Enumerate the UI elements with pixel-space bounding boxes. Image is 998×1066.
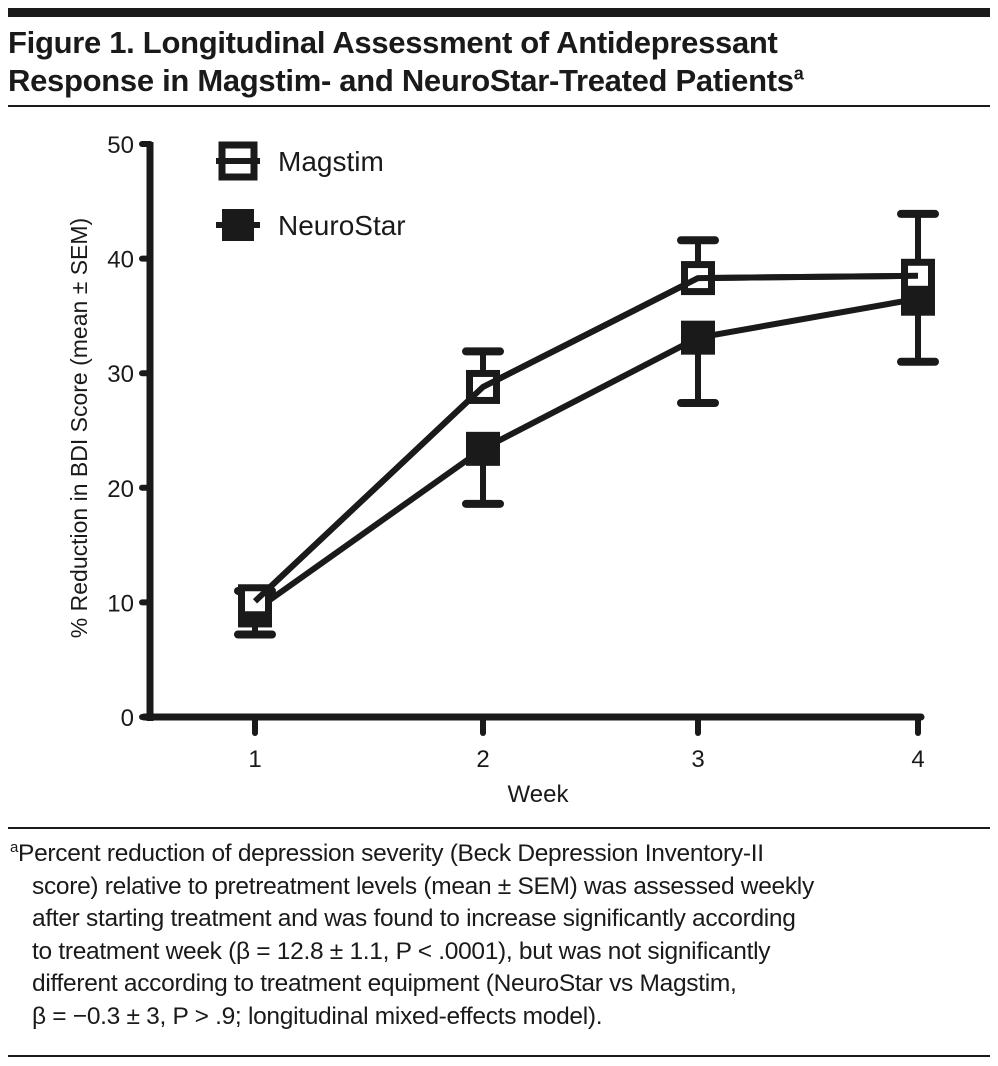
footnote-line: β = −0.3 ± 3, P > .9; longitudinal mixed…: [32, 1002, 603, 1030]
y-tick-label: 20: [107, 476, 134, 503]
error-bars-neurostar: [234, 298, 939, 639]
footnote-rule-top: [8, 827, 990, 829]
top-rule: [8, 8, 990, 17]
footnote-line: after starting treatment and was found t…: [32, 905, 796, 932]
figure-title: Figure 1. Longitudinal Assessment of Ant…: [8, 24, 988, 100]
footnote-line: score) relative to pretreatment levels (…: [32, 872, 814, 900]
x-tick-label: 1: [248, 746, 261, 773]
legend-label: NeuroStar: [278, 210, 406, 241]
y-tick-label: 40: [107, 247, 134, 274]
y-tick-label: 30: [107, 361, 134, 388]
legend-item-magstim: Magstim: [216, 141, 384, 181]
error-bars-magstim: [234, 209, 939, 602]
y-tick-label: 0: [121, 705, 134, 732]
legend-label: Magstim: [278, 146, 384, 177]
title-footnote-marker: a: [793, 63, 804, 84]
footnote-marker: a: [10, 838, 19, 856]
footnote-line: aPercent reduction of depression severit…: [10, 838, 990, 871]
footnote-rule-bottom: [8, 1055, 990, 1057]
series-line-neurostar: [253, 295, 919, 613]
legend-item-neurostar: NeuroStar: [216, 209, 406, 241]
series-layer: [234, 209, 939, 639]
x-tick-label: 3: [691, 746, 704, 773]
x-tick-label: 4: [911, 746, 924, 773]
footnote: aPercent reduction of depression severit…: [10, 838, 990, 1033]
figure-title-line-1: Figure 1. Longitudinal Assessment of Ant…: [8, 25, 778, 60]
figure-title-line-2: Response in Magstim- and NeuroStar-Treat…: [8, 62, 988, 100]
series-line-magstim-overlay: [252, 272, 919, 604]
x-tick-label: 2: [476, 746, 489, 773]
axes: 0 10 20 30 40 50 1 2 3 4: [107, 132, 924, 773]
figure-title-line-2-text: Response in Magstim- and NeuroStar-Treat…: [8, 63, 794, 98]
line-chart: 0 10 20 30 40 50 1 2 3 4 Magstim NeuroStar % Reduc…: [66, 132, 939, 808]
legend-marker-filled-square-icon: [222, 209, 254, 241]
series-line-magstim: [252, 272, 919, 604]
x-axis-label: Week: [508, 781, 570, 808]
title-rule: [8, 105, 990, 107]
y-axis-label: % Reduction in BDI Score (mean ± SEM): [66, 218, 92, 638]
footnote-line: to treatment week (β = 12.8 ± 1.1, P < .…: [32, 937, 771, 965]
y-tick-label: 50: [107, 132, 134, 159]
footnote-text: Percent reduction of depression severity…: [18, 840, 764, 867]
data-point: [681, 320, 715, 355]
data-point: [466, 431, 500, 466]
legend: Magstim NeuroStar: [216, 141, 406, 241]
y-tick-label: 10: [107, 590, 134, 617]
footnote-line: different according to treatment equipme…: [32, 970, 737, 997]
